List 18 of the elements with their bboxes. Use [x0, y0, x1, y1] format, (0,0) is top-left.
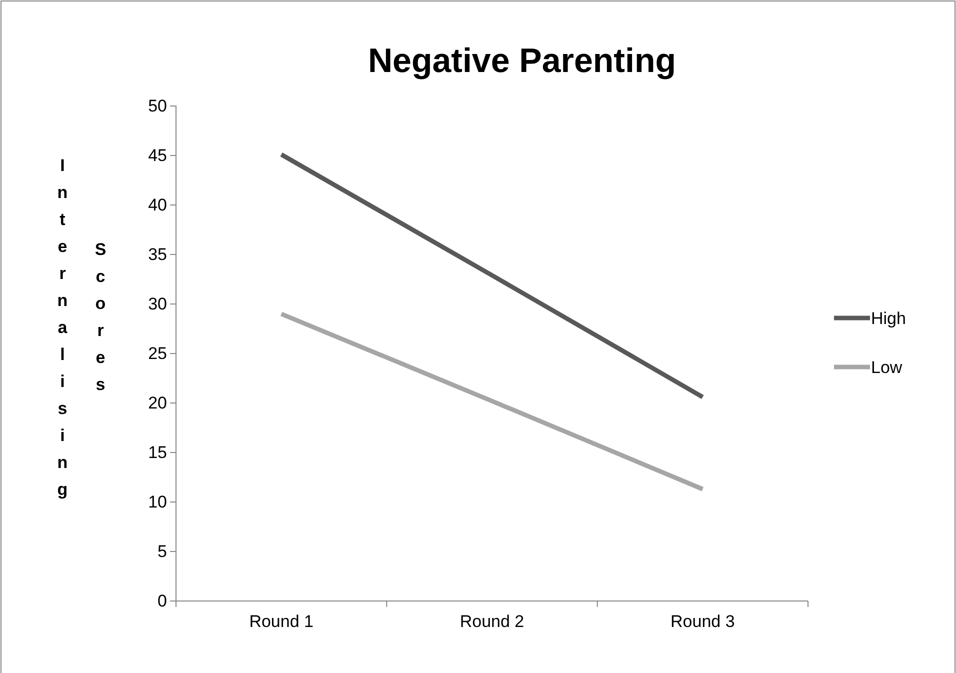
- y-tick-label: 40: [148, 195, 167, 214]
- y-tick-label: 25: [148, 344, 167, 363]
- chart-title: Negative Parenting: [368, 42, 676, 80]
- x-tick-label: Round 2: [460, 612, 524, 632]
- x-tick-label: Round 1: [249, 612, 314, 632]
- legend-label: Low: [871, 358, 903, 377]
- legend-label: High: [871, 309, 906, 328]
- y-tick-label: 45: [148, 146, 167, 165]
- y-tick-label: 30: [148, 294, 167, 314]
- y-tick-label: 50: [148, 96, 167, 116]
- y-tick-label: 10: [148, 492, 167, 512]
- y-axis-title: Internalising Scores: [52, 156, 111, 507]
- y-tick-label: 35: [148, 244, 167, 264]
- y-tick-label: 5: [158, 542, 167, 561]
- x-tick-label: Round 3: [670, 612, 735, 632]
- y-tick-label: 15: [148, 442, 167, 462]
- y-tick-label: 0: [158, 591, 167, 610]
- y-tick-label: 20: [148, 393, 167, 412]
